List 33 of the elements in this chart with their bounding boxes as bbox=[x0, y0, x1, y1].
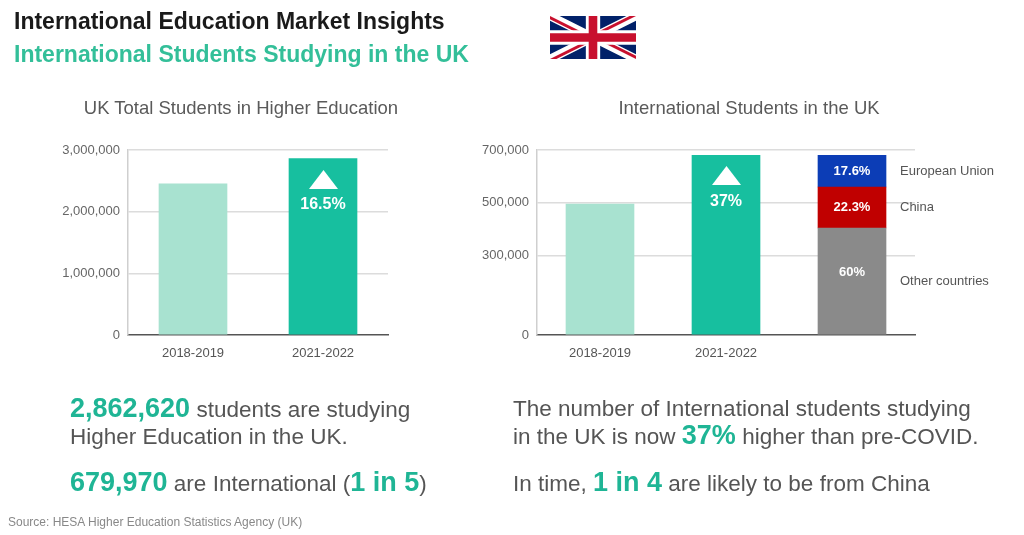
text: International Students Studying in the UK bbox=[14, 41, 469, 68]
chart-title: UK Total Students in Higher Education bbox=[82, 97, 400, 119]
bar bbox=[817, 186, 887, 229]
bar bbox=[817, 227, 887, 335]
text: The number of International students studying in the UK is now 37% higher than pre-COVID. bbox=[513, 395, 980, 450]
annotation: 60% bbox=[838, 263, 866, 279]
x-tick-label: 2021-2022 bbox=[694, 345, 758, 361]
annotation: 17.6% bbox=[833, 162, 871, 178]
bar bbox=[565, 203, 635, 335]
text: In time, 1 in 4 are likely to be from China bbox=[513, 467, 931, 497]
x-tick-label: 2021-2022 bbox=[291, 345, 355, 361]
y-tick-label: 0 bbox=[112, 326, 120, 342]
annotation: 22.3% bbox=[833, 199, 871, 215]
text: 679,970 are International (1 in 5) bbox=[70, 467, 428, 497]
y-tick-label: 3,000,000 bbox=[62, 141, 120, 157]
series-label: Other countries bbox=[900, 272, 990, 288]
y-tick-label: 700,000 bbox=[482, 141, 529, 157]
bar bbox=[691, 154, 761, 335]
series-label: China bbox=[900, 199, 935, 215]
annotation: 37% bbox=[709, 191, 743, 209]
source-note: Source: HESA Higher Education Statistics Agency (UK) bbox=[8, 515, 303, 529]
chart-title: International Students in the UK bbox=[617, 97, 881, 119]
y-tick-label: 0 bbox=[521, 326, 529, 342]
series-label: European Union bbox=[900, 162, 994, 178]
x-tick-label: 2018-2019 bbox=[161, 345, 225, 361]
y-tick-label: 1,000,000 bbox=[62, 264, 120, 280]
x-tick-label: 2018-2019 bbox=[568, 345, 632, 361]
text: International Education Market Insights bbox=[14, 8, 445, 35]
y-tick-label: 500,000 bbox=[482, 194, 529, 210]
y-tick-label: 2,000,000 bbox=[62, 203, 120, 219]
y-tick-label: 300,000 bbox=[482, 247, 529, 263]
annotation: 16.5% bbox=[300, 195, 346, 213]
text: 2,862,620 students are studying Higher Education in the UK. bbox=[70, 393, 412, 450]
